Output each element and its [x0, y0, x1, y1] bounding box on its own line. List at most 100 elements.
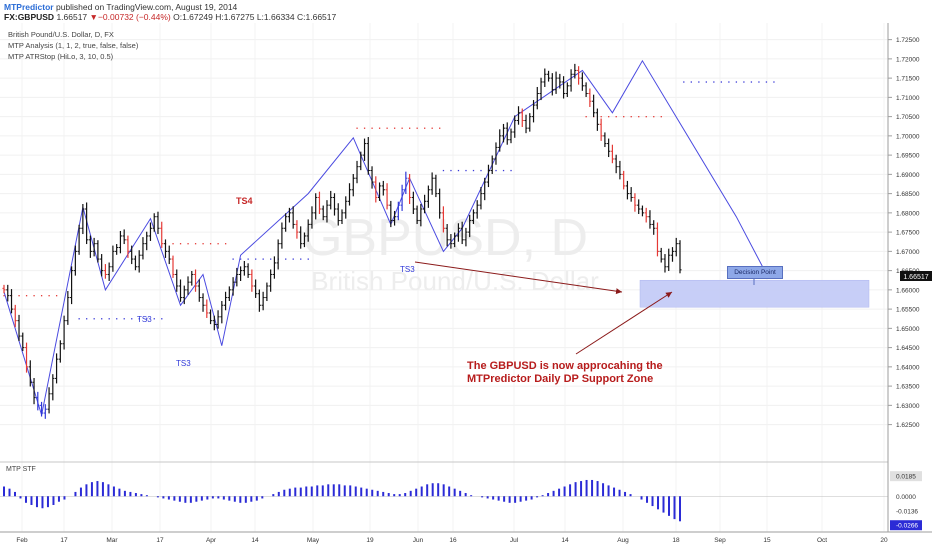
stop-dot — [217, 243, 219, 245]
change-value: ▼−0.00732 (−0.44%) — [89, 12, 171, 22]
stop-dot — [615, 116, 617, 118]
high-value: H:1.67275 — [215, 12, 255, 22]
study-info-1: MTP Analysis (1, 1, 2, true, false, fals… — [8, 41, 139, 50]
y-tick-label: 1.63500 — [896, 384, 920, 391]
stop-dot — [172, 243, 174, 245]
stop-dot — [307, 258, 309, 260]
price-axis[interactable]: 1.72500 1.72000 1.71500 1.71000 1.70500 1.700… — [888, 37, 920, 429]
publish-line: MTPredictor published on TradingView.com… — [4, 2, 237, 12]
stop-dot — [495, 169, 497, 172]
stop-dot — [18, 295, 20, 297]
stop-dot — [600, 116, 602, 118]
stop-dot — [450, 169, 452, 172]
stop-dot — [78, 318, 80, 320]
stop-dot — [386, 127, 388, 129]
x-tick-label: 15 — [763, 537, 771, 544]
stop-dot — [131, 318, 133, 320]
x-tick-label: 16 — [449, 537, 457, 544]
y-tick-label: 1.71000 — [896, 95, 920, 102]
stop-dot — [262, 258, 264, 260]
stop-dot — [116, 318, 118, 320]
stop-dot — [442, 169, 445, 172]
stop-dot — [439, 127, 441, 129]
last-price-tag — [900, 271, 932, 281]
x-tick-label: 20 — [880, 537, 888, 544]
stop-dot — [101, 318, 103, 320]
price-pane[interactable] — [0, 23, 888, 462]
time-axis[interactable]: Feb 17 Mar 17 Apr 14 May 19 Jun 16 Jul 14 Aug 18 Sep 15… — [16, 537, 888, 544]
stop-dot — [3, 295, 5, 297]
x-tick-label: 14 — [561, 537, 569, 544]
publisher-link[interactable]: MTPredictor — [4, 2, 54, 12]
stop-dot — [713, 81, 715, 83]
y-tick-label: 1.70500 — [896, 114, 920, 121]
stop-dot — [743, 81, 745, 83]
y-tick-label: 1.65500 — [896, 307, 920, 314]
stop-dot — [33, 295, 35, 297]
stop-dot — [728, 81, 730, 83]
stop-dot — [371, 127, 373, 129]
x-tick-label: Mar — [106, 537, 118, 544]
stop-dot — [457, 169, 460, 172]
stop-dot — [378, 127, 381, 129]
y-tick-label: 1.71500 — [896, 76, 920, 83]
stop-dot — [285, 258, 287, 260]
y-tick-label: 1.69000 — [896, 172, 920, 179]
oscillator-bars — [0, 479, 888, 522]
stop-dot — [356, 127, 358, 129]
stop-dot — [194, 243, 197, 245]
stop-dot — [255, 258, 257, 260]
x-tick-label: 18 — [672, 537, 680, 544]
y-tick-label: 1.70000 — [896, 133, 920, 140]
x-tick-label: May — [307, 537, 320, 544]
osc-tick-label: 0.0000 — [896, 494, 916, 501]
x-tick-label: Sep — [714, 537, 726, 544]
arrow-from-annotation — [575, 291, 673, 355]
oscillator-pane[interactable] — [0, 462, 888, 532]
instrument-info: British Pound/U.S. Dollar, D, FX — [8, 30, 114, 39]
stop-dot — [146, 318, 148, 320]
osc-tick-label: -0.0136 — [896, 509, 918, 516]
stop-dot — [187, 243, 189, 245]
decision-point-label[interactable]: Decision Point — [727, 266, 783, 279]
stop-dot — [645, 116, 647, 118]
y-tick-label: 1.68500 — [896, 191, 920, 198]
stop-dot — [224, 243, 227, 245]
oscillator-axis[interactable]: 0.0185 0.0000 -0.0136 -0.0266 — [890, 471, 922, 531]
stop-dot — [502, 169, 505, 172]
x-tick-label: Apr — [206, 537, 217, 544]
last-value: 1.66517 — [56, 12, 88, 22]
stop-dot — [623, 116, 625, 118]
osc-value-tag — [890, 520, 922, 531]
stop-dot — [401, 127, 403, 129]
stop-dot — [720, 81, 723, 83]
x-tick-label: 17 — [60, 537, 68, 544]
x-tick-label: Jun — [413, 537, 424, 544]
stop-dot — [247, 258, 249, 260]
watermark-name: British Pound/U.S. Dollar — [311, 266, 599, 296]
zigzag-polyline — [3, 59, 764, 416]
y-tick-label: 1.69500 — [896, 153, 920, 160]
stop-dot — [179, 243, 182, 245]
stop-dot — [465, 169, 467, 172]
stop-dot — [363, 127, 366, 129]
osc-tick-label: -0.0266 — [896, 523, 918, 530]
annotation-line-2: MTPredictor Daily DP Support Zone — [467, 373, 653, 385]
stop-dot — [683, 81, 685, 83]
y-tick-label: 1.64500 — [896, 345, 920, 352]
quote-line: FX:GBPUSD 1.66517 ▼−0.00732 (−0.44%) O:1… — [4, 12, 336, 22]
stop-dot — [750, 81, 753, 83]
watermark-symbol: GBPUSD, D — [302, 209, 588, 267]
y-tick-label: 1.68000 — [896, 210, 920, 217]
ts3-label: TS3 — [400, 265, 415, 274]
stop-dot — [209, 243, 212, 245]
y-tick-label: 1.65000 — [896, 326, 920, 333]
stop-dot — [510, 169, 512, 172]
stop-dot — [25, 295, 28, 297]
symbol-label[interactable]: FX:GBPUSD — [4, 12, 55, 22]
ts3-label: TS3 — [176, 359, 191, 368]
osc-tick-label: 0.0185 — [896, 474, 916, 481]
low-value: L:1.66334 — [256, 12, 295, 22]
stop-dot — [202, 243, 204, 245]
